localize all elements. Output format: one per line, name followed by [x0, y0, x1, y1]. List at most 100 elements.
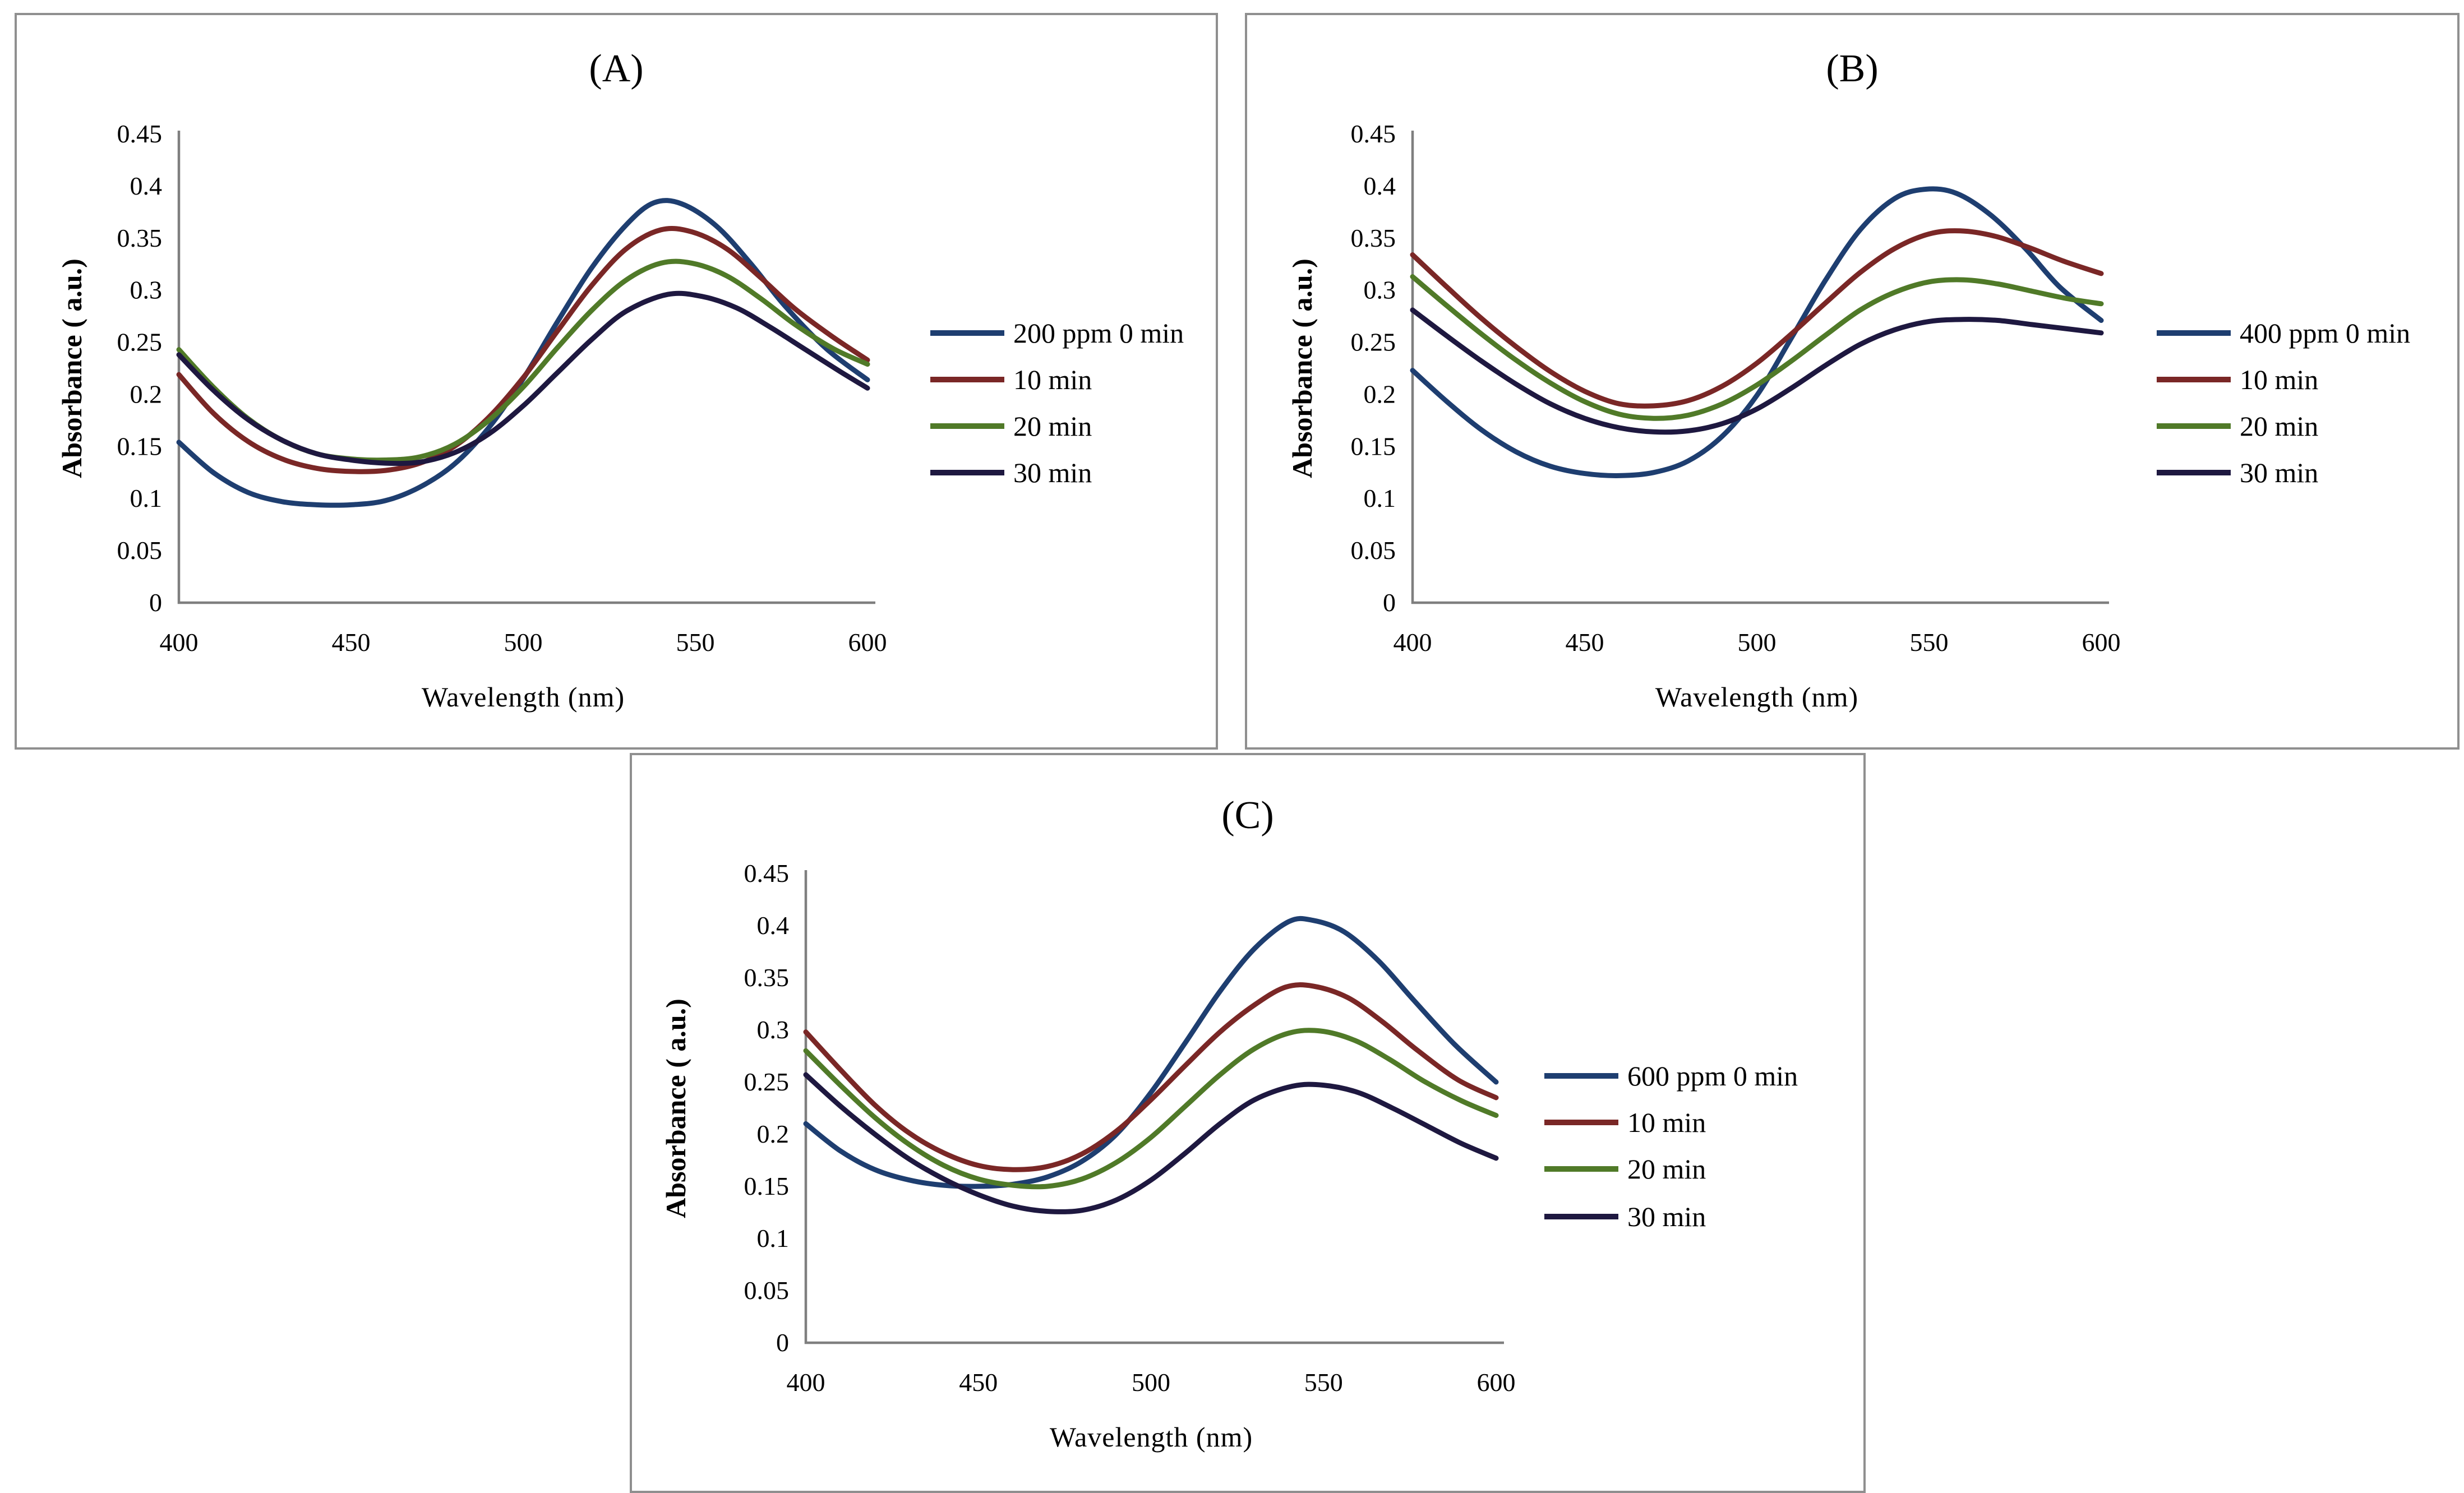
panel-a-x-tick-label: 600 — [848, 628, 887, 657]
panel-a-y-tick-label: 0.15 — [117, 432, 163, 460]
legend-line-swatch — [2157, 423, 2231, 429]
legend-line-swatch — [1544, 1073, 1618, 1079]
panel-a-y-tick-label: 0.05 — [117, 536, 163, 565]
panel-a-x-tick-label: 550 — [676, 628, 715, 657]
legend-line-swatch — [1544, 1214, 1618, 1219]
legend-label: 10 min — [1627, 1107, 1706, 1138]
legend-label: 30 min — [1627, 1201, 1706, 1232]
legend-label: 30 min — [1013, 457, 1092, 488]
panel-b-x-tick-label: 450 — [1566, 628, 1604, 657]
panel-b-series-line-20-min — [1410, 274, 2104, 421]
panel-b-x-tick-label: 400 — [1394, 628, 1432, 657]
panel-a-y-tick-label: 0.4 — [130, 172, 163, 200]
legend-line-swatch — [2157, 377, 2231, 382]
panel-c-x-tick-label: 500 — [1132, 1368, 1170, 1397]
panel-c-series-line-20-min — [803, 1028, 1499, 1190]
panel-a-title: (A) — [589, 47, 644, 90]
panel-b-y-tick-label: 0 — [1383, 588, 1396, 617]
panel-b-y-tick-label: 0.35 — [1351, 224, 1396, 252]
panel-c-y-tick-label: 0 — [776, 1328, 789, 1357]
panel-b-y-tick-label: 0.1 — [1364, 484, 1396, 512]
panel-c-y-tick-label: 0.3 — [757, 1015, 790, 1044]
panel-c-y-tick-label: 0.1 — [757, 1224, 790, 1252]
panel-c-series-line-10-min — [803, 982, 1499, 1172]
legend-label: 30 min — [2240, 457, 2319, 488]
panel-a-border — [15, 13, 1218, 750]
legend-line-swatch — [2157, 470, 2231, 475]
legend-item: 20 min — [930, 411, 1092, 441]
legend-line-swatch — [930, 470, 1004, 475]
panel-a-x-tick-label: 450 — [332, 628, 371, 657]
panel-a-x-tick-label: 400 — [160, 628, 199, 657]
panel-a-series-line-10-min — [176, 225, 870, 474]
panel-b-x-tick-label: 600 — [2082, 628, 2121, 657]
legend-item: 600 ppm 0 min — [1544, 1061, 1798, 1091]
legend-label: 10 min — [1013, 364, 1092, 395]
panel-c-y-tick-label: 0.2 — [757, 1120, 790, 1148]
legend-label: 20 min — [1013, 410, 1092, 442]
panel-b-x-tick-label: 550 — [1910, 628, 1949, 657]
legend-item: 200 ppm 0 min — [930, 318, 1184, 348]
legend-label: 20 min — [2240, 410, 2319, 442]
panel-b-x-axis-label: Wavelength (nm) — [1655, 681, 1859, 713]
legend-line-swatch — [930, 330, 1004, 336]
panel-c-x-tick-label: 450 — [959, 1368, 998, 1397]
panel-a-series-line-30-min — [176, 290, 870, 466]
legend-line-swatch — [2157, 330, 2231, 336]
legend-item: 20 min — [2157, 411, 2318, 441]
panel-a-y-tick-label: 0.2 — [130, 380, 163, 408]
panel-c-series-line-30-min — [803, 1072, 1499, 1214]
legend-label: 400 ppm 0 min — [2240, 317, 2411, 349]
panel-b-series-line-400-ppm-0-min — [1410, 186, 2104, 478]
panel-a-y-tick-label: 0.45 — [117, 119, 163, 148]
panel-b-x-tick-label: 500 — [1738, 628, 1777, 657]
panel-c-y-tick-label: 0.4 — [757, 911, 790, 940]
legend-line-swatch — [930, 377, 1004, 382]
legend-item: 400 ppm 0 min — [2157, 318, 2410, 348]
legend-label: 200 ppm 0 min — [1013, 317, 1184, 349]
legend-label: 10 min — [2240, 364, 2319, 395]
panel-c-y-axis-label: Absorbance ( a.u.) — [660, 999, 691, 1218]
panel-c-series-line-600-ppm-0-min — [803, 916, 1499, 1189]
panel-a-y-tick-label: 0.3 — [130, 276, 163, 304]
panel-b-title: (B) — [1826, 47, 1879, 90]
panel-c-y-tick-label: 0.25 — [744, 1067, 790, 1096]
panel-a-x-axis-label: Wavelength (nm) — [421, 681, 625, 713]
panel-c-x-axis-label: Wavelength (nm) — [1049, 1421, 1253, 1453]
panel-b-y-tick-label: 0.25 — [1351, 328, 1396, 357]
panel-b-y-tick-label: 0.15 — [1351, 432, 1396, 460]
legend-item: 10 min — [930, 364, 1092, 395]
legend-item: 30 min — [2157, 457, 2318, 488]
panel-b-y-tick-label: 0.45 — [1351, 119, 1396, 148]
panel-b-y-tick-label: 0.2 — [1364, 380, 1396, 408]
panel-c-border — [630, 753, 1866, 1493]
panel-b-series-line-30-min — [1410, 307, 2104, 435]
panel-a-y-tick-label: 0.25 — [117, 328, 163, 357]
panel-a-x-tick-label: 500 — [504, 628, 543, 657]
panel-a-axes — [177, 131, 875, 604]
panel-c-title: (C) — [1221, 794, 1274, 837]
panel-c-axes — [804, 870, 1504, 1344]
legend-label: 20 min — [1627, 1153, 1706, 1185]
panel-a-y-tick-label: 0.1 — [130, 484, 163, 512]
panel-a-y-axis-label: Absorbance ( a.u.) — [56, 258, 87, 478]
panel-b-border — [1245, 13, 2460, 750]
panel-b-y-tick-label: 0.05 — [1351, 536, 1396, 565]
legend-item: 30 min — [1544, 1201, 1706, 1232]
panel-a-series-line-20-min — [176, 258, 870, 463]
legend-item: 10 min — [2157, 364, 2318, 395]
panel-c-y-tick-label: 0.05 — [744, 1276, 790, 1305]
panel-c-y-tick-label: 0.15 — [744, 1172, 790, 1200]
legend-item: 20 min — [1544, 1154, 1706, 1184]
panel-b-y-tick-label: 0.3 — [1364, 276, 1396, 304]
legend-item: 10 min — [1544, 1107, 1706, 1138]
legend-label: 600 ppm 0 min — [1627, 1060, 1798, 1092]
legend-line-swatch — [1544, 1166, 1618, 1172]
panel-b-axes — [1411, 131, 2109, 604]
panel-c-x-tick-label: 600 — [1477, 1368, 1516, 1397]
legend-item: 30 min — [930, 457, 1092, 488]
legend-line-swatch — [1544, 1120, 1618, 1125]
panel-b-y-axis-label: Absorbance ( a.u.) — [1286, 258, 1318, 478]
